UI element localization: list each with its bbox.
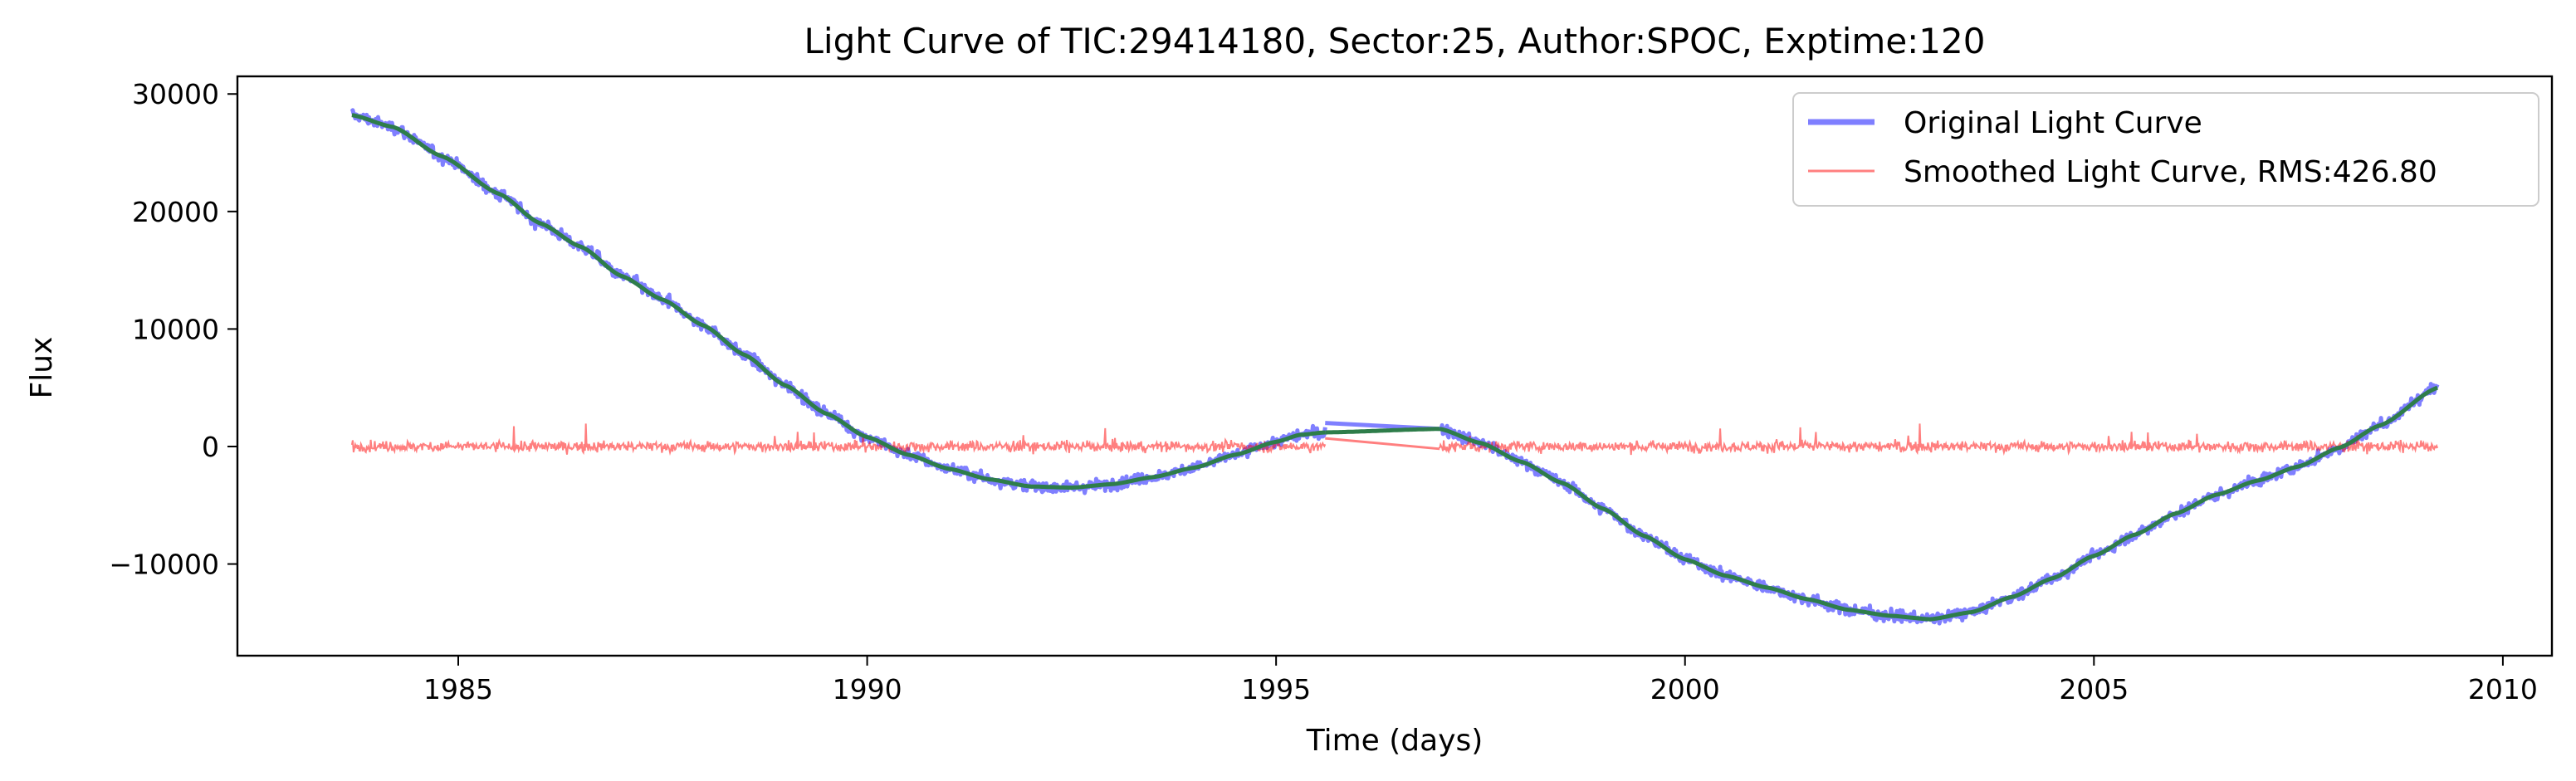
x-tick-label: 2000 bbox=[1650, 673, 1720, 705]
y-tick-label: 30000 bbox=[132, 78, 219, 110]
series-layer bbox=[349, 108, 2440, 626]
x-axis: 1985 1990 1995 2000 2005 2010 bbox=[423, 656, 2538, 705]
y-tick-label: 0 bbox=[202, 431, 219, 463]
x-tick-label: 2010 bbox=[2468, 673, 2538, 705]
legend: Original Light Curve Smoothed Light Curv… bbox=[1792, 92, 2539, 207]
x-tick-label: 1995 bbox=[1241, 673, 1311, 705]
y-axis: −10000 0 10000 20000 30000 bbox=[109, 78, 237, 581]
legend-label-original: Original Light Curve bbox=[1904, 106, 2202, 140]
x-tick-label: 2005 bbox=[2059, 673, 2129, 705]
series-trend-segment-0 bbox=[351, 113, 1326, 490]
x-axis-label: Time (days) bbox=[1306, 724, 1484, 758]
series-smoothed-segment-1 bbox=[1439, 423, 2439, 456]
series-trend-segment-1 bbox=[1324, 427, 1440, 435]
series-trend-segment-2 bbox=[1439, 385, 2438, 622]
y-tick-label: 20000 bbox=[132, 196, 219, 228]
y-tick-label: −10000 bbox=[109, 549, 219, 581]
legend-label-smoothed: Smoothed Light Curve, RMS:426.80 bbox=[1904, 155, 2437, 189]
y-tick-label: 10000 bbox=[132, 313, 219, 345]
y-axis-label: Flux bbox=[25, 337, 59, 399]
series-smoothed-segment-0 bbox=[350, 423, 1327, 456]
x-tick-label: 1985 bbox=[423, 673, 493, 705]
plot-frame bbox=[236, 75, 2554, 657]
x-tick-label: 1990 bbox=[833, 673, 902, 705]
legend-box bbox=[1792, 92, 2539, 207]
series-smoothed-gap-bridge bbox=[1325, 437, 1440, 451]
chart-title: Light Curve of TIC:29414180, Sector:25, … bbox=[804, 21, 1986, 61]
